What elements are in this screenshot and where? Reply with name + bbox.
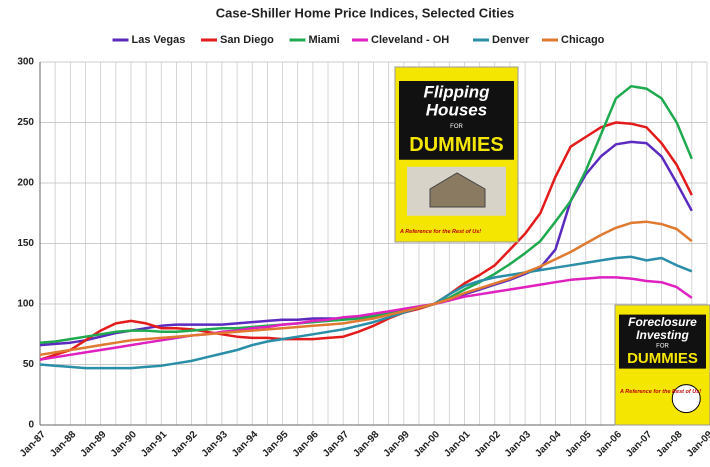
x-tick-label: Jan-07 xyxy=(624,429,654,459)
x-tick-label: Jan-04 xyxy=(533,429,563,459)
x-tick-label: Jan-02 xyxy=(473,429,503,459)
book-for: FOR xyxy=(450,124,463,130)
x-tick-label: Jan-99 xyxy=(382,429,412,459)
legend-label: Miami xyxy=(309,34,340,46)
book-title: Flipping xyxy=(423,83,490,102)
x-tick-label: Jan-92 xyxy=(169,429,199,459)
y-tick-label: 150 xyxy=(17,238,34,249)
x-tick-label: Jan-94 xyxy=(230,429,260,459)
y-tick-label: 300 xyxy=(17,57,34,68)
book-brand: DUMMIES xyxy=(627,350,698,367)
x-tick-label: Jan-93 xyxy=(200,429,230,459)
legend-label: Las Vegas xyxy=(132,34,186,46)
chart-title: Case-Shiller Home Price Indices, Selecte… xyxy=(216,5,514,20)
x-tick-label: Jan-96 xyxy=(291,429,321,459)
y-tick-label: 200 xyxy=(17,178,34,189)
book-tagline: A Reference for the Rest of Us! xyxy=(399,229,481,235)
series-line xyxy=(39,276,693,361)
x-tick-label: Jan-89 xyxy=(78,429,108,459)
x-tick-label: Jan-00 xyxy=(412,429,442,459)
x-tick-label: Jan-05 xyxy=(564,429,594,459)
x-tick-label: Jan-08 xyxy=(654,429,684,459)
book-title-panel xyxy=(619,314,706,369)
series-line xyxy=(39,220,693,357)
legend-label: Cleveland - OH xyxy=(371,34,449,46)
y-tick-label: 50 xyxy=(23,359,35,370)
x-tick-label: Jan-03 xyxy=(503,429,533,459)
x-tick-label: Jan-97 xyxy=(321,429,351,459)
book-for: FOR xyxy=(656,344,669,350)
x-tick-label: Jan-95 xyxy=(260,429,290,459)
series-line xyxy=(39,121,693,361)
y-tick-label: 0 xyxy=(28,420,34,431)
x-tick-label: Jan-91 xyxy=(139,429,169,459)
legend: Las Vegas San Diego Miami Cleveland - OH Den… xyxy=(112,34,605,46)
legend-label: Chicago xyxy=(561,34,605,46)
x-tick-label: Jan-01 xyxy=(442,429,472,459)
cartoon-head xyxy=(671,384,701,414)
book-brand: DUMMIES xyxy=(409,134,503,156)
book-title: Foreclosure xyxy=(628,315,697,329)
y-tick-label: 250 xyxy=(17,117,34,128)
y-tick-label: 100 xyxy=(17,299,34,310)
x-tick-label: Jan-88 xyxy=(48,429,78,459)
x-tick-label: Jan-09 xyxy=(685,429,710,459)
series-line xyxy=(39,255,693,370)
book-title: Houses xyxy=(426,101,487,120)
x-tick-label: Jan-06 xyxy=(594,429,624,459)
book-title: Investing xyxy=(636,328,689,342)
legend-label: Denver xyxy=(492,34,530,46)
x-tick-label: Jan-90 xyxy=(109,429,139,459)
house xyxy=(429,172,486,208)
x-tick-label: Jan-98 xyxy=(351,429,381,459)
legend-label: San Diego xyxy=(220,34,274,46)
series-line xyxy=(39,84,693,344)
book-title-panel xyxy=(399,81,514,160)
x-tick-label: Jan-87 xyxy=(18,429,48,459)
book-tagline: A Reference for the Rest of Us! xyxy=(619,389,701,395)
